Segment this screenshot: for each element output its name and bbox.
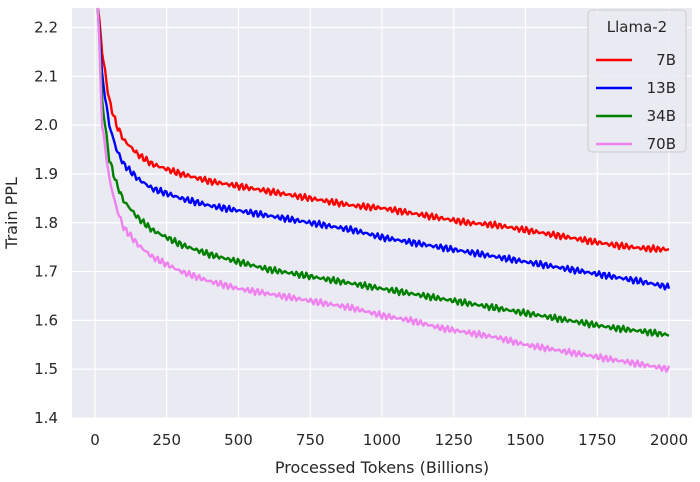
y-tick-label: 2.2 xyxy=(34,19,58,37)
legend-label: 34B xyxy=(647,107,676,125)
x-tick-label: 1750 xyxy=(578,431,616,449)
series-line-70b xyxy=(96,7,671,373)
x-tick-label: 2000 xyxy=(650,431,688,449)
y-tick-label: 1.4 xyxy=(34,409,58,427)
y-tick-label: 1.7 xyxy=(34,263,58,281)
x-axis-label: Processed Tokens (Billions) xyxy=(275,458,489,477)
y-tick-label: 1.6 xyxy=(34,311,58,329)
y-tick-label: 2.0 xyxy=(34,116,58,134)
x-tick-labels: 0 250 500 750 1000 1250 1500 1750 2000 xyxy=(90,431,688,449)
x-tick-label: 500 xyxy=(224,431,253,449)
series-line-7b xyxy=(96,7,670,253)
y-tick-labels: 1.4 1.5 1.6 1.7 1.8 1.9 2.0 2.1 2.2 xyxy=(34,19,58,427)
x-tick-label: 1500 xyxy=(506,431,544,449)
x-tick-label: 250 xyxy=(152,431,181,449)
legend-label: 13B xyxy=(647,79,676,97)
legend: Llama-2 7B 13B 34B 70B xyxy=(587,9,687,153)
x-tick-label: 0 xyxy=(90,431,100,449)
y-tick-label: 2.1 xyxy=(34,67,58,85)
series-line-34b xyxy=(96,7,670,338)
legend-label: 7B xyxy=(656,51,676,69)
y-tick-label: 1.9 xyxy=(34,165,58,183)
x-tick-label: 750 xyxy=(296,431,325,449)
y-tick-label: 1.5 xyxy=(34,360,58,378)
series-lines xyxy=(96,7,671,373)
legend-title: Llama-2 xyxy=(607,18,667,36)
legend-label: 70B xyxy=(647,135,676,153)
y-tick-label: 1.8 xyxy=(34,214,58,232)
y-axis-label: Train PPL xyxy=(2,177,21,250)
series-line-13b xyxy=(96,7,671,291)
x-tick-label: 1000 xyxy=(363,431,401,449)
x-tick-label: 1250 xyxy=(435,431,473,449)
